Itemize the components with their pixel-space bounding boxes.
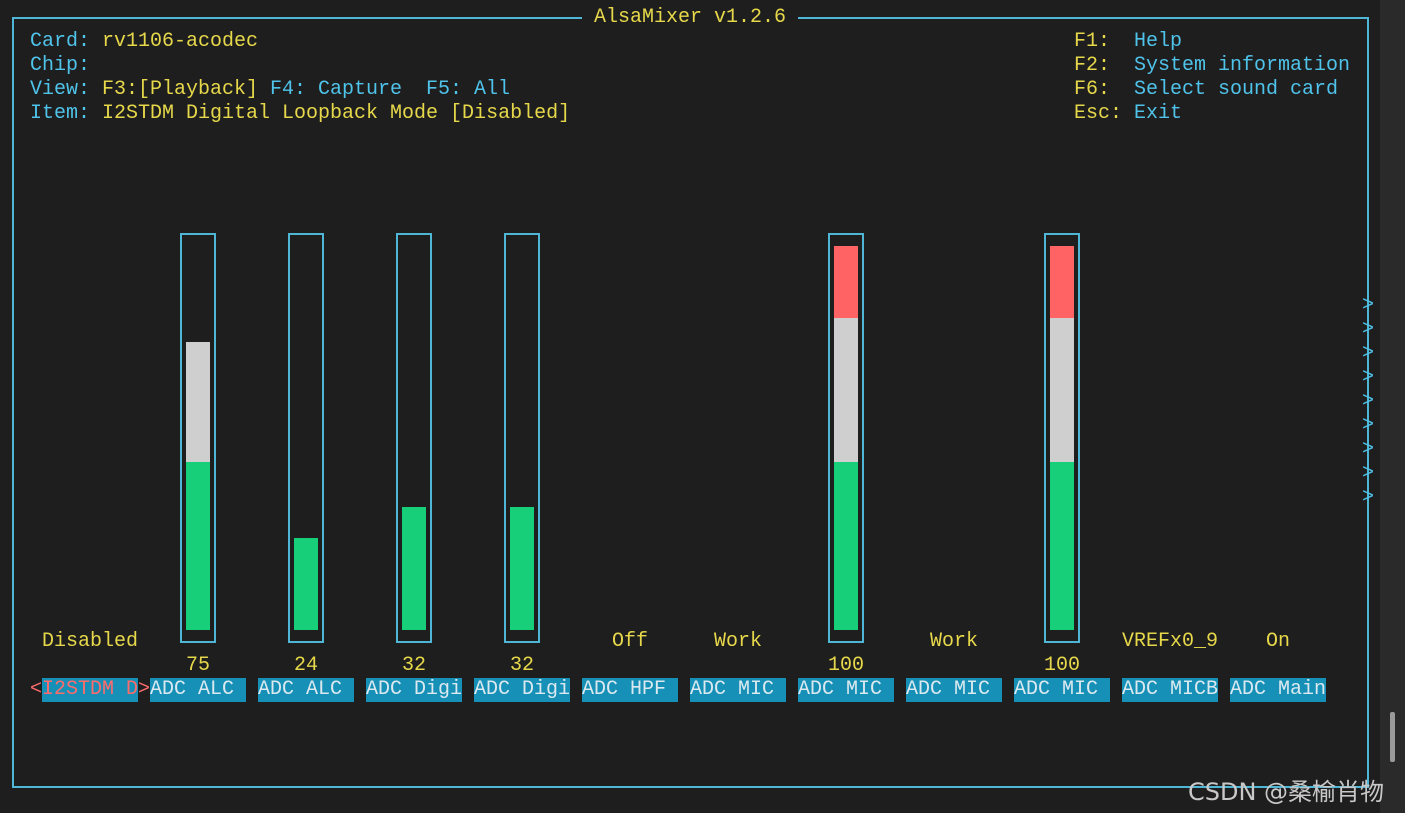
volume-bar-segment bbox=[294, 537, 318, 630]
key-label[interactable]: F6: bbox=[1074, 78, 1111, 101]
volume-bar-frame bbox=[180, 233, 216, 643]
key-action[interactable]: Exit bbox=[1134, 102, 1183, 125]
level-label: 100 bbox=[827, 654, 864, 677]
scroll-arrow: > bbox=[1362, 414, 1375, 437]
control-name[interactable]: I2STDM D bbox=[42, 678, 139, 702]
control-name[interactable]: ADC ALC bbox=[258, 678, 354, 702]
volume-bar-segment bbox=[1050, 246, 1074, 318]
scroll-arrow: > bbox=[1362, 486, 1375, 509]
key-label[interactable]: F2: bbox=[1074, 54, 1111, 77]
app-title: AlsaMixer v1.2.6 bbox=[582, 6, 799, 30]
volume-bar-frame bbox=[288, 233, 324, 643]
scroll-arrow: > bbox=[1362, 342, 1375, 365]
control-value: Work bbox=[929, 630, 978, 653]
control-value: Work bbox=[713, 630, 762, 653]
volume-bar-segment bbox=[834, 318, 858, 462]
scroll-arrow: > bbox=[1362, 438, 1375, 461]
volume-bar-segment bbox=[1050, 318, 1074, 462]
scroll-arrow: > bbox=[1362, 462, 1375, 485]
key-label[interactable]: F1: bbox=[1074, 30, 1111, 53]
scrollbar-thumb[interactable] bbox=[1390, 712, 1395, 762]
selection-marker: < bbox=[30, 678, 43, 701]
selection-marker: > bbox=[138, 678, 151, 701]
level-label: 32 bbox=[509, 654, 534, 677]
control-name[interactable]: ADC ALC bbox=[150, 678, 246, 702]
key-action[interactable]: Select sound card bbox=[1134, 78, 1339, 101]
volume-bar-segment bbox=[186, 462, 210, 630]
volume-bar-frame bbox=[504, 233, 540, 643]
control-name[interactable]: ADC HPF bbox=[582, 678, 678, 702]
volume-bar-segment bbox=[834, 462, 858, 630]
control-name[interactable]: ADC Digi bbox=[366, 678, 463, 702]
key-action[interactable]: System information bbox=[1134, 54, 1351, 77]
control-value: Disabled bbox=[41, 630, 138, 653]
info-value: rv1106-acodec bbox=[102, 30, 259, 53]
control-name[interactable]: ADC Main bbox=[1230, 678, 1327, 702]
info-label: Chip: bbox=[30, 54, 91, 77]
control-name[interactable]: ADC MIC bbox=[690, 678, 786, 702]
volume-bar-segment bbox=[834, 246, 858, 318]
control-value: VREFx0_9 bbox=[1121, 630, 1218, 653]
control-value: Off bbox=[611, 630, 648, 653]
level-label: 32 bbox=[401, 654, 426, 677]
key-action[interactable]: Help bbox=[1134, 30, 1183, 53]
volume-bar-segment bbox=[402, 507, 426, 630]
scrollbar bbox=[1380, 0, 1405, 813]
volume-bar-frame bbox=[1044, 233, 1080, 643]
control-name[interactable]: ADC Digi bbox=[474, 678, 571, 702]
info-value: F3:[Playback] bbox=[102, 78, 259, 101]
control-name[interactable]: ADC MIC bbox=[798, 678, 894, 702]
level-label: 75 bbox=[185, 654, 210, 677]
level-label: 24 bbox=[293, 654, 318, 677]
scroll-arrow: > bbox=[1362, 390, 1375, 413]
control-name[interactable]: ADC MICB bbox=[1122, 678, 1219, 702]
info-label: Item: bbox=[30, 102, 91, 125]
control-name[interactable]: ADC MIC bbox=[1014, 678, 1110, 702]
volume-bar-segment bbox=[1050, 462, 1074, 630]
control-value: On bbox=[1265, 630, 1290, 653]
scroll-arrow: > bbox=[1362, 318, 1375, 341]
info-value: I2STDM Digital Loopback Mode [Disabled] bbox=[102, 102, 571, 125]
control-name[interactable]: ADC MIC bbox=[906, 678, 1002, 702]
volume-bar-segment bbox=[510, 507, 534, 630]
level-label: 100 bbox=[1043, 654, 1080, 677]
key-label[interactable]: Esc: bbox=[1074, 102, 1123, 125]
volume-bar-frame bbox=[396, 233, 432, 643]
watermark: CSDN @桑榆肖物 bbox=[1188, 778, 1385, 806]
scroll-arrow: > bbox=[1362, 294, 1375, 317]
volume-bar-segment bbox=[186, 342, 210, 462]
info-label: View: bbox=[30, 78, 91, 101]
info-value: F4: Capture F5: All bbox=[270, 78, 511, 101]
info-label: Card: bbox=[30, 30, 91, 53]
volume-bar-frame bbox=[828, 233, 864, 643]
scroll-arrow: > bbox=[1362, 366, 1375, 389]
